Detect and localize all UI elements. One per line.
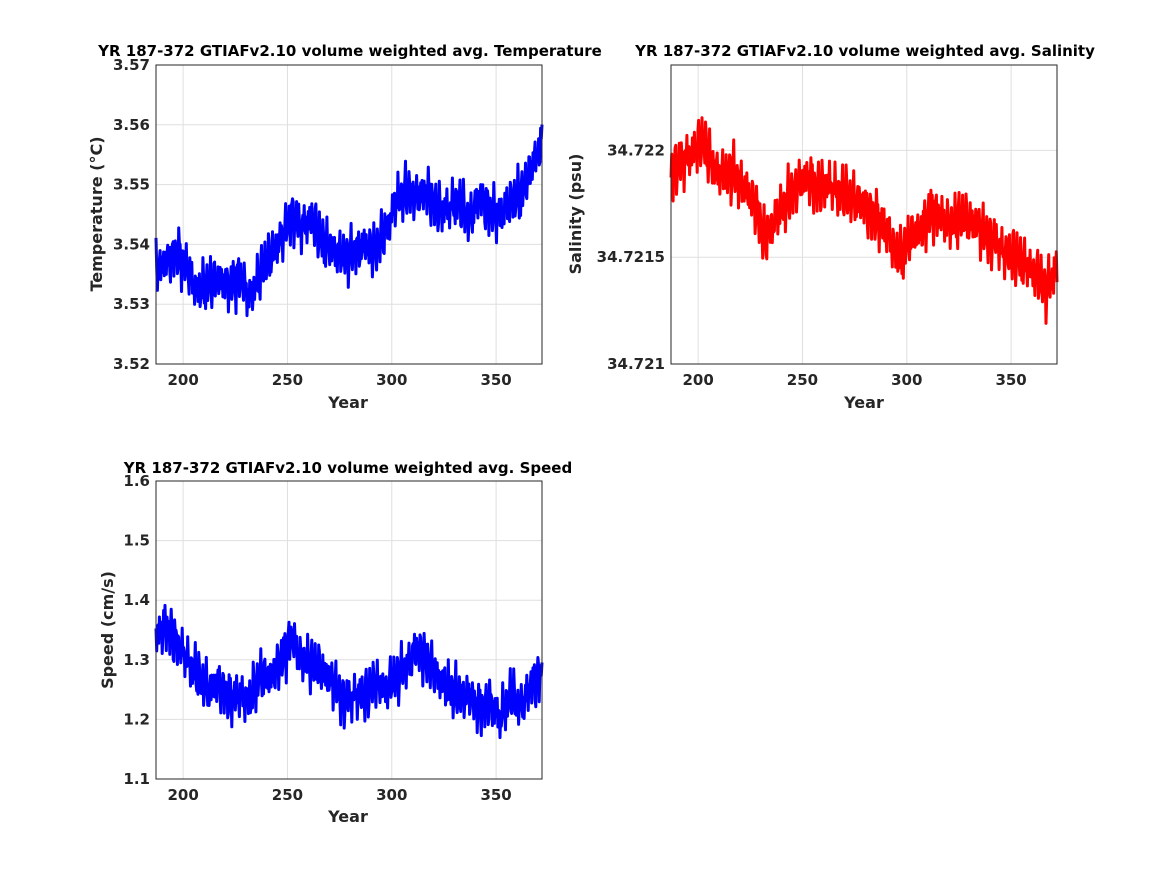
temperature-ylabel: Temperature (°C) (87, 136, 106, 291)
salinity-panel: YR 187-372 GTIAFv2.10 volume weighted av… (566, 42, 1095, 412)
speed-title: YR 187-372 GTIAFv2.10 volume weighted av… (123, 459, 572, 477)
temperature-ytick-label: 3.54 (113, 235, 150, 253)
temperature-ytick-label: 3.57 (113, 56, 150, 74)
speed-ytick-label: 1.4 (123, 591, 150, 609)
temperature-series-line (154, 124, 544, 318)
speed-panel: YR 187-372 GTIAFv2.10 volume weighted av… (98, 459, 572, 826)
temperature-xtick-label: 200 (167, 371, 198, 389)
temperature-ytick-label: 3.52 (113, 355, 150, 373)
temperature-panel: YR 187-372 GTIAFv2.10 volume weighted av… (87, 42, 602, 412)
speed-ytick-label: 1.3 (123, 651, 150, 669)
salinity-title: YR 187-372 GTIAFv2.10 volume weighted av… (634, 42, 1095, 60)
salinity-axes-frame (670, 64, 1058, 365)
salinity-xtick-label: 350 (995, 371, 1026, 389)
speed-plot-area (156, 481, 542, 779)
speed-xtick-label: 250 (272, 786, 303, 804)
temperature-xtick-label: 350 (480, 371, 511, 389)
speed-xlabel: Year (327, 807, 368, 826)
temperature-xtick-label: 300 (376, 371, 407, 389)
salinity-ytick-label: 34.7215 (597, 248, 665, 266)
salinity-xtick-label: 300 (891, 371, 922, 389)
salinity-ytick-label: 34.721 (607, 355, 665, 373)
speed-ytick-label: 1.2 (123, 710, 150, 728)
salinity-xlabel: Year (843, 393, 884, 412)
salinity-xtick-label: 200 (682, 371, 713, 389)
salinity-xtick-label: 250 (787, 371, 818, 389)
speed-ytick-label: 1.5 (123, 532, 150, 550)
speed-axes-frame (155, 480, 543, 780)
temperature-xtick-label: 250 (272, 371, 303, 389)
speed-xtick-label: 350 (480, 786, 511, 804)
speed-series-line (154, 603, 544, 740)
temperature-title: YR 187-372 GTIAFv2.10 volume weighted av… (97, 42, 602, 60)
temperature-xlabel: Year (327, 393, 368, 412)
temperature-ytick-label: 3.53 (113, 295, 150, 313)
salinity-ylabel: Salinity (psu) (566, 154, 585, 275)
speed-xtick-label: 200 (167, 786, 198, 804)
speed-xtick-label: 300 (376, 786, 407, 804)
temperature-axes-frame (155, 64, 543, 365)
speed-ylabel: Speed (cm/s) (98, 571, 117, 689)
speed-ytick-label: 1.6 (123, 472, 150, 490)
temperature-ytick-label: 3.55 (113, 176, 150, 194)
speed-ytick-label: 1.1 (123, 770, 150, 788)
temperature-ytick-label: 3.56 (113, 116, 150, 134)
salinity-ytick-label: 34.722 (607, 141, 665, 159)
salinity-series-line (669, 116, 1059, 325)
